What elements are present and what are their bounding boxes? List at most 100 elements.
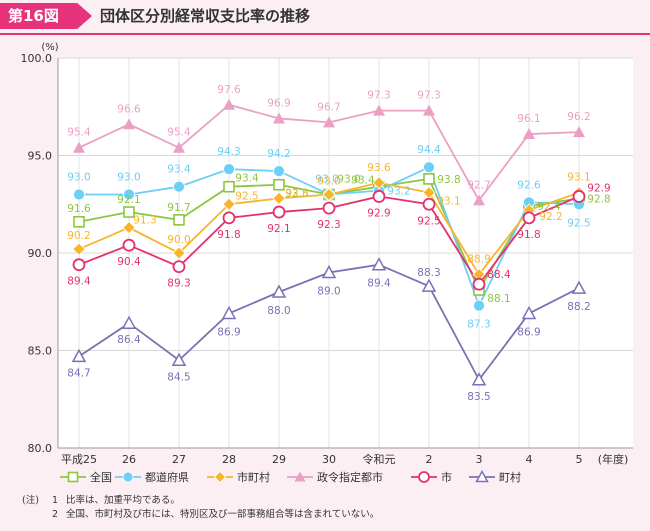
data-label: 89.3 [167, 278, 190, 290]
data-label: 89.4 [367, 278, 391, 290]
data-label: 93.5 [285, 188, 308, 200]
header-rule [0, 33, 650, 35]
data-point [421, 278, 437, 292]
data-label: 92.4 [537, 201, 561, 213]
data-label: 92.5 [567, 217, 590, 229]
data-point [273, 165, 285, 178]
data-point [423, 104, 435, 116]
data-point [422, 197, 436, 211]
data-point [372, 176, 386, 190]
data-point [321, 264, 337, 279]
x-tick-label: 30 [322, 453, 336, 466]
x-tick-label: 平成25 [61, 453, 97, 466]
data-label: 97.3 [367, 90, 390, 102]
data-label: 96.1 [517, 113, 540, 125]
legend-label: 市 [441, 470, 452, 484]
x-tick-label: 2 [426, 453, 433, 466]
data-label: 88.1 [487, 293, 510, 305]
data-label: 93.4 [351, 175, 375, 187]
data-label: 88.4 [487, 269, 511, 281]
data-point [73, 216, 85, 228]
legend-label: 政令指定都市 [317, 470, 383, 484]
data-label: 94.4 [417, 144, 441, 156]
data-label: 83.5 [467, 391, 490, 403]
notes: (注) 1 比率は、加重平均である。 2 全国、市町村及び市には、特別区及び一部事務組… [22, 494, 379, 522]
data-point [272, 205, 286, 219]
series-layer [71, 98, 587, 386]
data-label: 89.4 [67, 276, 91, 288]
data-point [72, 242, 86, 256]
data-point [171, 352, 187, 366]
data-label: 87.3 [467, 319, 490, 331]
data-label: 92.7 [467, 179, 490, 191]
legend-marker [67, 471, 79, 483]
data-label: 93.2 [387, 186, 410, 198]
legend-label: 市町村 [237, 470, 270, 484]
data-point [322, 187, 336, 202]
legend-label: 町村 [499, 470, 521, 484]
x-tick-label: 令和元 [363, 452, 396, 466]
data-point [523, 128, 535, 140]
data-label: 92.8 [587, 193, 610, 205]
data-point [473, 299, 485, 312]
data-point [172, 260, 186, 274]
x-tick-label: 4 [526, 453, 533, 466]
data-label: 96.6 [117, 103, 141, 115]
data-label: 93.6 [367, 162, 391, 174]
figure-header: 第16図 団体区分別経常収支比率の推移 [0, 0, 650, 35]
note-number: 2 [52, 509, 59, 520]
notes-label: (注) [22, 495, 39, 506]
data-point [122, 221, 136, 235]
data-label: 88.3 [417, 267, 440, 279]
data-label: 91.8 [517, 229, 540, 241]
note-text: 全国、市町村及び市には、特別区及び一部事務組合等は含まれていない。 [66, 509, 380, 520]
note-row-2: 2 全国、市町村及び市には、特別区及び一部事務組合等は含まれていない。 [22, 508, 379, 522]
data-label: 93.4 [167, 164, 191, 176]
figure-number-badge: 第16図 [0, 3, 92, 29]
x-tick-label: 3 [476, 453, 483, 466]
data-point [423, 173, 435, 185]
note-text: 比率は、加重平均である。 [66, 495, 180, 506]
data-point [123, 188, 135, 201]
data-label: 94.2 [267, 148, 290, 160]
figure-title: 団体区分別経常収支比率の推移 [100, 7, 311, 25]
data-label: 97.6 [217, 84, 241, 96]
data-point [572, 190, 586, 203]
data-point [373, 104, 385, 116]
note-number: 1 [52, 495, 59, 506]
x-tick-label: 29 [272, 453, 286, 466]
data-point [271, 284, 287, 298]
data-label: 92.9 [367, 207, 390, 219]
data-label: 90.4 [117, 256, 141, 268]
data-label: 93.0 [315, 174, 338, 186]
data-point [522, 211, 536, 225]
legend-label: 全国 [90, 470, 112, 484]
y-tick-label: 80.0 [28, 442, 53, 455]
data-label: 92.2 [539, 211, 562, 223]
data-label: 93.0 [337, 174, 360, 186]
data-point [372, 190, 386, 203]
y-tick-label: 90.0 [28, 247, 53, 260]
data-point [471, 372, 487, 386]
data-point [173, 180, 185, 193]
data-label: 93.4 [235, 173, 259, 185]
data-label: 93.1 [437, 196, 460, 208]
x-tick-label: 27 [172, 453, 186, 466]
data-point [273, 112, 285, 124]
data-label: 86.4 [117, 334, 141, 346]
data-label: 93.8 [437, 174, 460, 186]
legend: 全国 都道府県 市町村 政令指定都市市町村 [60, 469, 521, 484]
data-point [221, 305, 237, 320]
data-label: 90.2 [67, 230, 90, 242]
data-label: 93.1 [567, 172, 590, 184]
data-label: 92.3 [317, 219, 340, 231]
data-point [222, 211, 236, 225]
data-point [472, 277, 486, 291]
data-point [272, 191, 286, 205]
data-label: 93.0 [67, 172, 90, 184]
data-label: 92.1 [117, 194, 140, 206]
data-point [323, 116, 335, 128]
legend-marker [475, 469, 489, 483]
